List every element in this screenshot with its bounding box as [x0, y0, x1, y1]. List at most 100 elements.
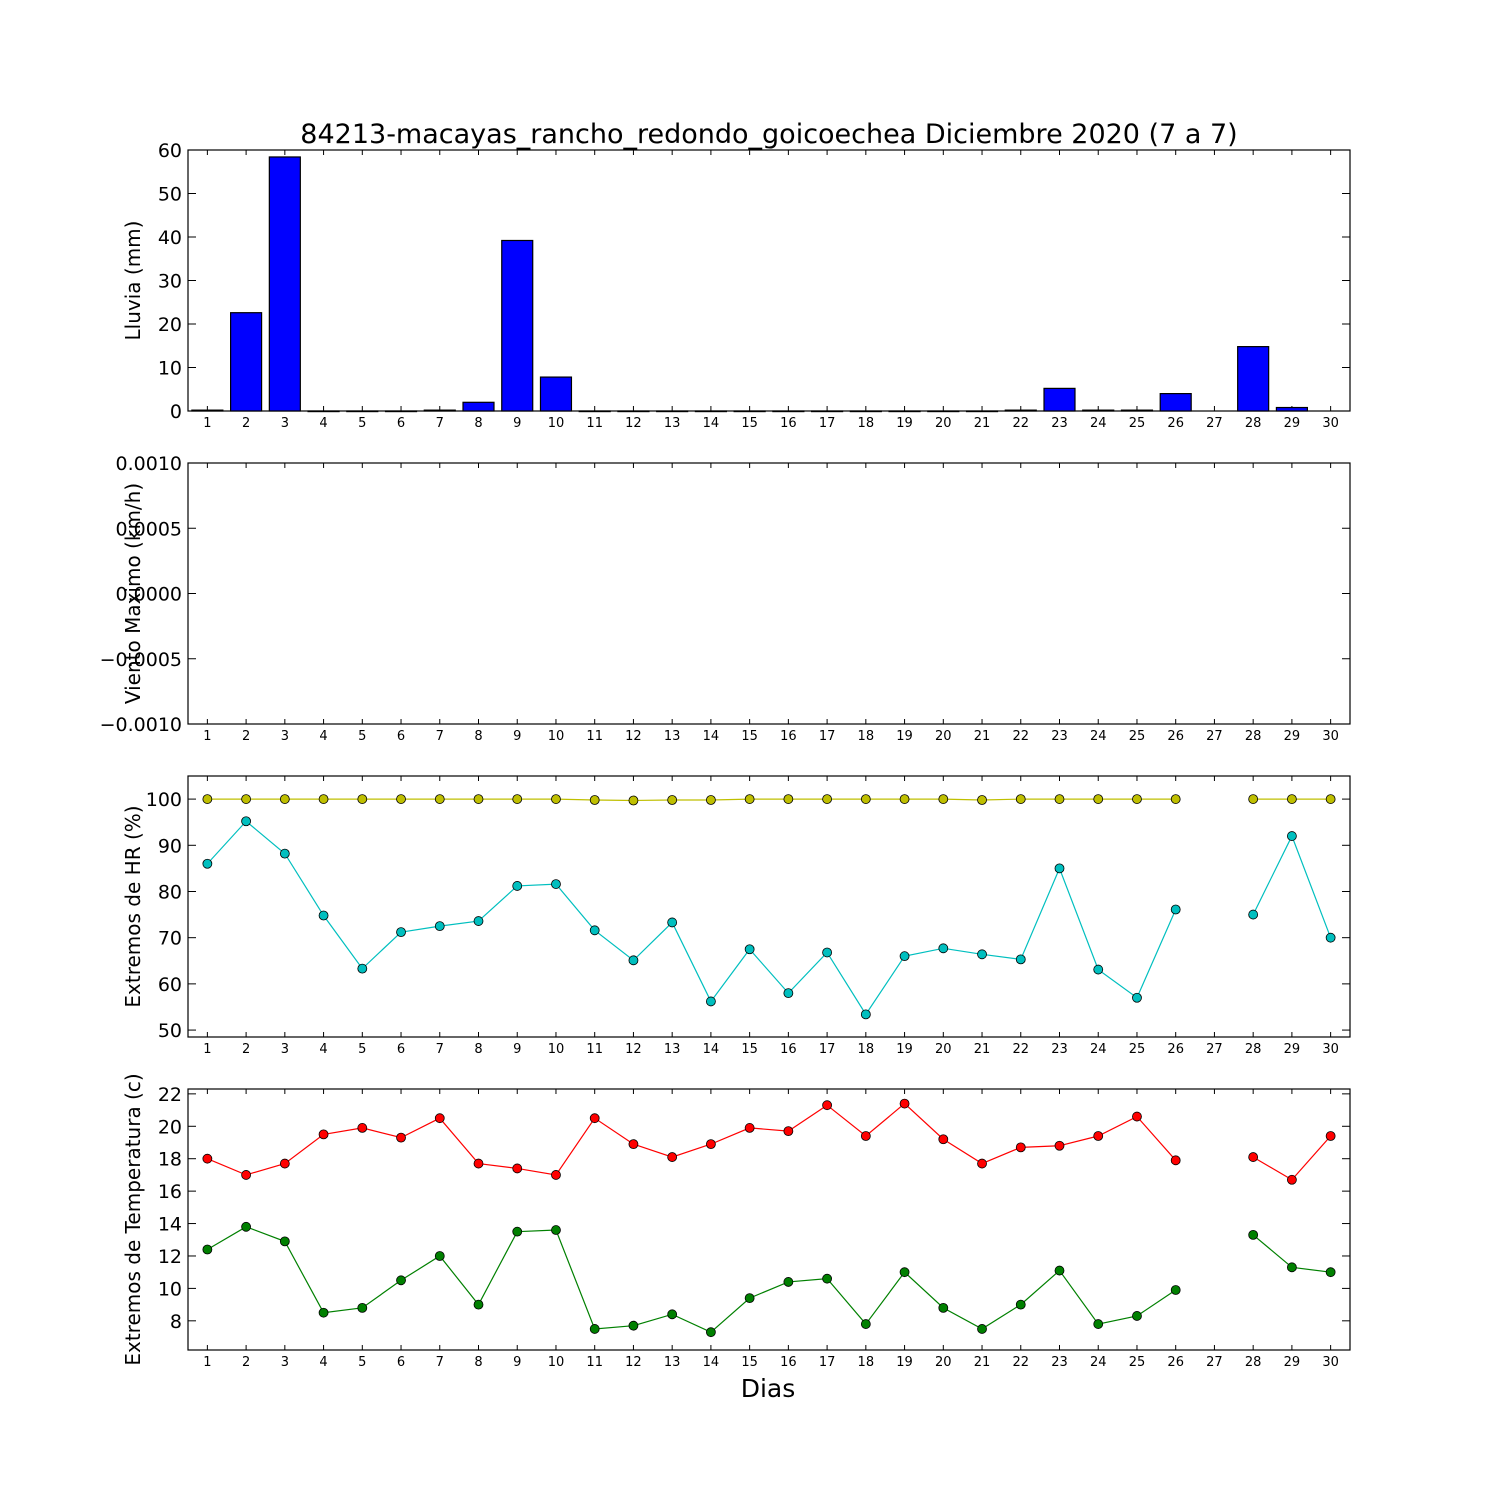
x-tick-label: 7: [436, 416, 444, 431]
series-point: [628, 795, 639, 806]
series-point: [434, 794, 445, 804]
series-point: [318, 910, 329, 921]
y-tick-label: 10: [158, 1278, 182, 1300]
y-tick-label: 18: [158, 1149, 182, 1171]
series-point: [744, 794, 755, 804]
series-point: [589, 795, 600, 805]
x-tick-label: 3: [281, 1355, 289, 1370]
x-tick-label: 19: [896, 1355, 913, 1370]
series-point: [357, 1302, 368, 1313]
series-point: [318, 1307, 329, 1318]
x-tick-label: 30: [1322, 1042, 1339, 1057]
series-point: [822, 1273, 832, 1284]
y-tick-label: 40: [158, 227, 182, 249]
series-point: [551, 1170, 561, 1180]
x-tick-label: 28: [1245, 1355, 1262, 1370]
series-point: [822, 947, 832, 958]
series-point: [512, 794, 523, 804]
y-tick-label: 50: [158, 184, 182, 206]
y-tick-label: 22: [158, 1084, 182, 1106]
series-point: [589, 925, 600, 936]
rain-bar: [539, 376, 573, 412]
series-point: [1325, 1131, 1336, 1141]
rain-bar: [1275, 406, 1308, 412]
x-tick-label: 18: [858, 1042, 875, 1057]
x-tick-label: 9: [513, 1355, 521, 1370]
y-tick-label: 50: [158, 1020, 182, 1042]
x-tick-label: 23: [1051, 729, 1068, 744]
x-tick-label: 29: [1284, 1355, 1301, 1370]
x-tick-label: 23: [1051, 1042, 1068, 1057]
rain-bar: [307, 410, 340, 413]
x-tick-label: 6: [397, 1042, 405, 1057]
x-tick-label: 26: [1167, 1355, 1184, 1370]
rain-bar: [1082, 409, 1115, 412]
y-tick-label: 0.0000: [116, 584, 182, 606]
series-point: [551, 1225, 561, 1235]
x-tick-label: 25: [1129, 1355, 1146, 1370]
x-tick-label: 23: [1051, 1355, 1068, 1370]
x-tick-label: 17: [819, 1355, 836, 1370]
series-point: [202, 858, 213, 869]
series-point: [357, 794, 368, 804]
rain-bar: [462, 401, 495, 412]
x-tick-label: 24: [1090, 416, 1107, 431]
series-point: [357, 963, 368, 974]
series-point: [241, 1221, 252, 1232]
y-tick-label: 60: [158, 140, 182, 162]
series-point: [899, 951, 910, 962]
x-tick-label: 10: [548, 729, 565, 744]
x-tick-label: 20: [935, 416, 952, 431]
y-axis-label: Viento Maximo (km/h): [121, 483, 145, 704]
y-tick-label: 30: [158, 271, 182, 293]
x-tick-label: 9: [513, 416, 521, 431]
rain-bar: [1159, 393, 1192, 412]
x-tick-label: 8: [474, 1355, 482, 1370]
rain-bar: [888, 410, 921, 413]
series-point: [1248, 794, 1259, 804]
x-tick-label: 13: [664, 1355, 681, 1370]
series-point: [977, 1324, 987, 1334]
x-tick-label: 24: [1090, 1042, 1107, 1057]
series-point: [1093, 794, 1104, 804]
series-point: [241, 794, 252, 804]
x-tick-label: 19: [896, 416, 913, 431]
x-tick-label: 29: [1284, 1042, 1301, 1057]
x-tick-label: 14: [703, 1042, 720, 1057]
x-tick-label: 10: [548, 416, 565, 431]
x-tick-label: 12: [625, 1042, 642, 1057]
x-tick-label: 25: [1129, 416, 1146, 431]
rain-bar: [1043, 387, 1076, 412]
series-point: [1015, 1142, 1026, 1153]
x-tick-label: 3: [281, 416, 289, 431]
x-tick-label: 8: [474, 729, 482, 744]
series-point: [706, 1327, 716, 1338]
x-tick-label: 4: [319, 1355, 327, 1370]
y-tick-label: 70: [158, 928, 182, 950]
series-point: [318, 794, 329, 804]
x-tick-label: 5: [358, 1042, 366, 1057]
series-point: [1248, 909, 1259, 920]
x-tick-label: 24: [1090, 729, 1107, 744]
x-tick-label: 12: [625, 1355, 642, 1370]
series-point: [1093, 1319, 1104, 1329]
x-tick-label: 21: [974, 729, 991, 744]
series-point: [279, 1236, 290, 1247]
series-point: [938, 1134, 949, 1145]
x-tick-label: 11: [586, 1355, 603, 1370]
x-tick-label: 27: [1206, 416, 1223, 431]
x-tick-label: 23: [1051, 416, 1068, 431]
plot-frame: [187, 1088, 1351, 1351]
x-tick-label: 29: [1284, 416, 1301, 431]
series-point: [434, 921, 445, 932]
series-point: [783, 988, 794, 999]
y-tick-label: 16: [158, 1181, 182, 1203]
x-tick-label: 21: [974, 416, 991, 431]
series-point: [473, 1158, 484, 1169]
series-point: [1248, 1152, 1259, 1162]
series-point: [860, 1131, 871, 1141]
y-tick-label: 90: [158, 835, 182, 857]
series-point: [241, 1170, 252, 1180]
series-point: [1093, 964, 1104, 975]
